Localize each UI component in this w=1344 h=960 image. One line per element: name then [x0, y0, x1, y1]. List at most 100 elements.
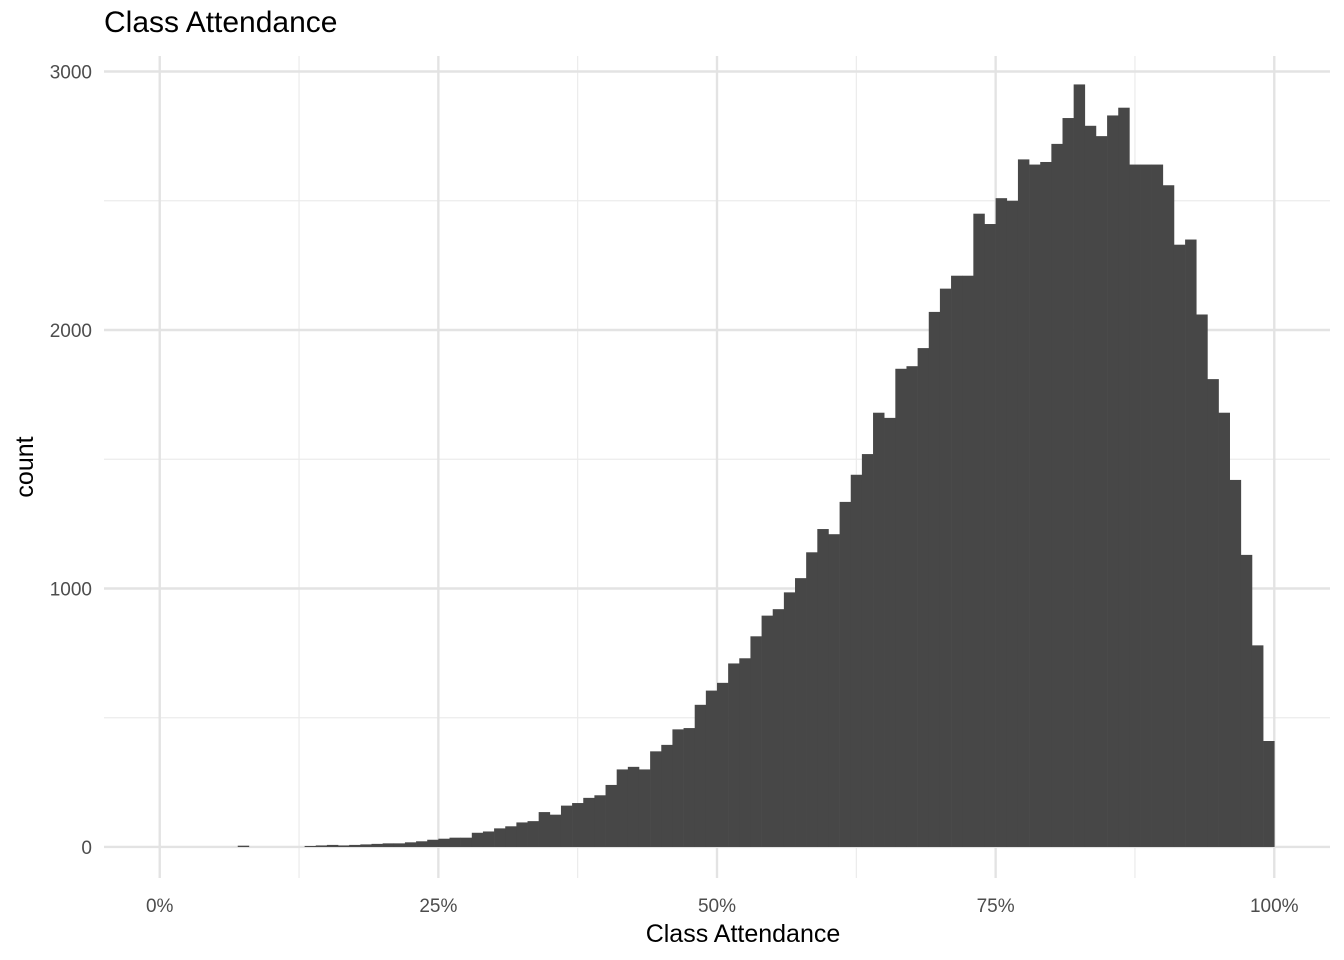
histogram-bar [1140, 164, 1152, 847]
histogram-bar [572, 803, 584, 847]
histogram-bar [1218, 412, 1230, 847]
histogram-bar [683, 728, 696, 847]
histogram-bar [494, 828, 506, 847]
histogram-bar [917, 348, 930, 847]
x-tick-label: 100% [1250, 896, 1299, 917]
x-axis-tick-labels: 0% 25% 50% 75% 100% [146, 896, 1299, 917]
histogram-bar [605, 784, 617, 847]
histogram-bar [795, 578, 807, 847]
histogram-bar [616, 769, 629, 847]
histogram-bar [1173, 244, 1186, 847]
histogram-bar [349, 844, 361, 847]
histogram-bar [1185, 239, 1197, 847]
y-axis-title: count [11, 436, 39, 497]
histogram-bar [884, 417, 896, 847]
histogram-bar [438, 838, 450, 847]
histogram-bar [694, 704, 707, 847]
histogram-bar [895, 368, 907, 847]
histogram-bar [560, 805, 573, 847]
histogram-bar [1051, 143, 1063, 847]
histogram-bar [237, 845, 250, 847]
histogram-bar [304, 845, 317, 847]
chart-title: Class Attendance [104, 6, 338, 39]
histogram-bar [1073, 84, 1086, 847]
histogram-bar [1251, 645, 1264, 847]
histogram-bar [1196, 314, 1208, 847]
histogram-bar [1084, 125, 1097, 847]
histogram-bar [583, 797, 595, 847]
histogram-bar [861, 454, 874, 847]
histogram-bar [371, 843, 383, 847]
y-tick-label: 0 [81, 838, 92, 859]
y-tick-label: 1000 [50, 579, 92, 600]
x-tick-label: 50% [698, 896, 736, 917]
histogram-bar [1107, 115, 1119, 847]
histogram-bar [850, 474, 863, 847]
histogram-bar [739, 658, 751, 847]
histogram-bar [1162, 185, 1175, 847]
histogram-bar [928, 311, 941, 847]
histogram-bar [527, 821, 539, 847]
histogram-bar [951, 275, 963, 847]
x-tick-label: 0% [146, 896, 174, 917]
histogram-bar [338, 845, 350, 847]
histogram-bar [505, 826, 517, 847]
histogram-bar [984, 224, 996, 847]
histogram-bar [873, 412, 885, 847]
x-tick-label: 25% [419, 896, 457, 917]
histogram-bar [672, 729, 684, 847]
histogram-bar [638, 769, 651, 847]
histogram-bar [783, 592, 796, 847]
histogram-bar [772, 609, 785, 847]
histogram-bar [549, 814, 562, 847]
histogram-bar [1029, 164, 1041, 847]
histogram-bar [1240, 554, 1253, 847]
histogram-bar [806, 552, 818, 847]
histogram-bar [416, 841, 428, 847]
x-axis-title: Class Attendance [646, 920, 841, 948]
x-tick-label: 75% [977, 896, 1015, 917]
histogram-bar [594, 795, 606, 847]
histogram-bar [661, 744, 673, 847]
histogram-bar [1095, 136, 1108, 847]
histogram-bar [973, 213, 985, 847]
histogram-bar [995, 198, 1008, 847]
histogram-bar [650, 751, 662, 847]
y-tick-label: 3000 [50, 63, 92, 84]
histogram-bar [1062, 118, 1074, 847]
histogram-bar [839, 501, 852, 847]
histogram-bars [237, 84, 1275, 847]
histogram-bar [1017, 159, 1030, 847]
histogram-bar [627, 766, 640, 847]
histogram-bar [705, 690, 718, 847]
histogram-bar [1129, 164, 1141, 847]
histogram-bar [315, 845, 328, 847]
histogram-bar [326, 844, 339, 847]
y-tick-label: 2000 [50, 321, 92, 342]
histogram-bar [817, 529, 829, 847]
histogram-bar [728, 663, 740, 847]
histogram-bar [1151, 164, 1164, 847]
histogram-bar [750, 636, 762, 847]
histogram-bar [761, 615, 774, 847]
histogram-bar [427, 839, 439, 847]
histogram-bar [1006, 200, 1019, 847]
histogram-bar [449, 837, 461, 847]
histogram-bar [1040, 161, 1052, 847]
histogram-bar [516, 822, 528, 847]
histogram-bar [939, 288, 952, 847]
histogram-bar [404, 842, 417, 847]
histogram-bar [1118, 107, 1130, 847]
histogram-bar [382, 843, 395, 847]
histogram-bar [538, 812, 551, 847]
y-axis-tick-labels: 0 1000 2000 3000 [50, 63, 92, 859]
histogram-bar [962, 275, 974, 847]
histogram-bar [460, 837, 473, 847]
histogram-bar [1229, 479, 1242, 847]
histogram-bar [906, 366, 918, 847]
histogram-bar [482, 831, 495, 847]
histogram-bar [1263, 741, 1275, 847]
histogram-bar [828, 534, 840, 847]
histogram-bar [1207, 379, 1219, 847]
